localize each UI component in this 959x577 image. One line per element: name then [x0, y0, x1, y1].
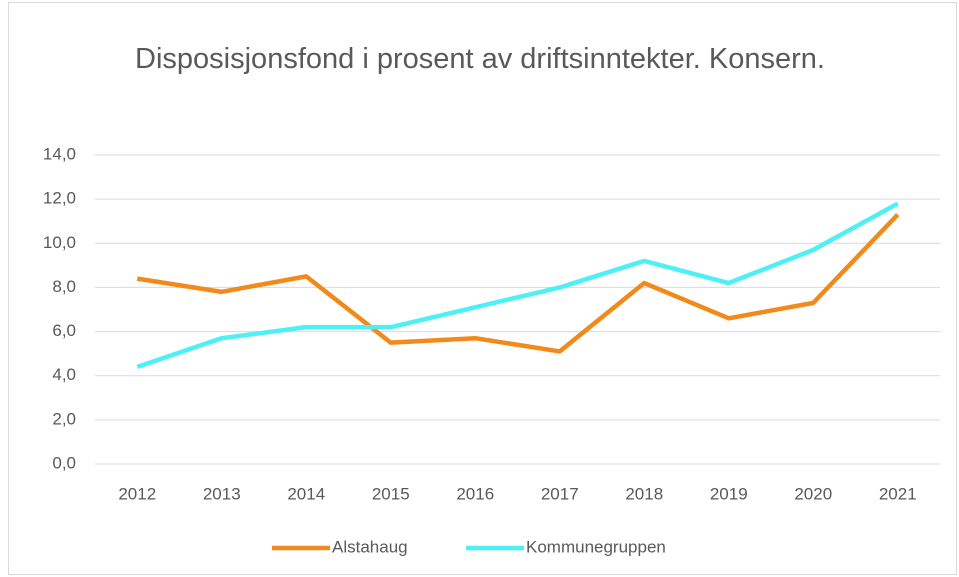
legend-label: Alstahaug	[332, 537, 408, 556]
series-line	[136, 201, 899, 370]
y-tick-label: 4,0	[52, 365, 76, 384]
x-tick-label: 2015	[372, 484, 410, 503]
x-tick-label: 2020	[794, 484, 832, 503]
series-line	[136, 213, 900, 354]
x-tick-label: 2017	[541, 484, 579, 503]
y-tick-label: 0,0	[52, 453, 76, 472]
x-tick-label: 2019	[710, 484, 748, 503]
x-tick-label: 2021	[879, 484, 917, 503]
chart-title: Disposisjonsfond i prosent av driftsinnt…	[135, 43, 825, 75]
y-tick-label: 2,0	[52, 409, 76, 428]
y-tick-label: 14,0	[43, 144, 76, 163]
y-tick-label: 12,0	[43, 189, 76, 208]
y-tick-label: 6,0	[52, 321, 76, 340]
x-tick-label: 2018	[625, 484, 663, 503]
x-tick-label: 2012	[118, 484, 156, 503]
y-tick-label: 10,0	[43, 233, 76, 252]
x-tick-label: 2014	[287, 484, 325, 503]
chart-border	[8, 2, 957, 575]
y-tick-label: 8,0	[52, 277, 76, 296]
x-tick-label: 2013	[203, 484, 241, 503]
legend-label: Kommunegruppen	[526, 537, 666, 556]
x-tick-label: 2016	[456, 484, 494, 503]
